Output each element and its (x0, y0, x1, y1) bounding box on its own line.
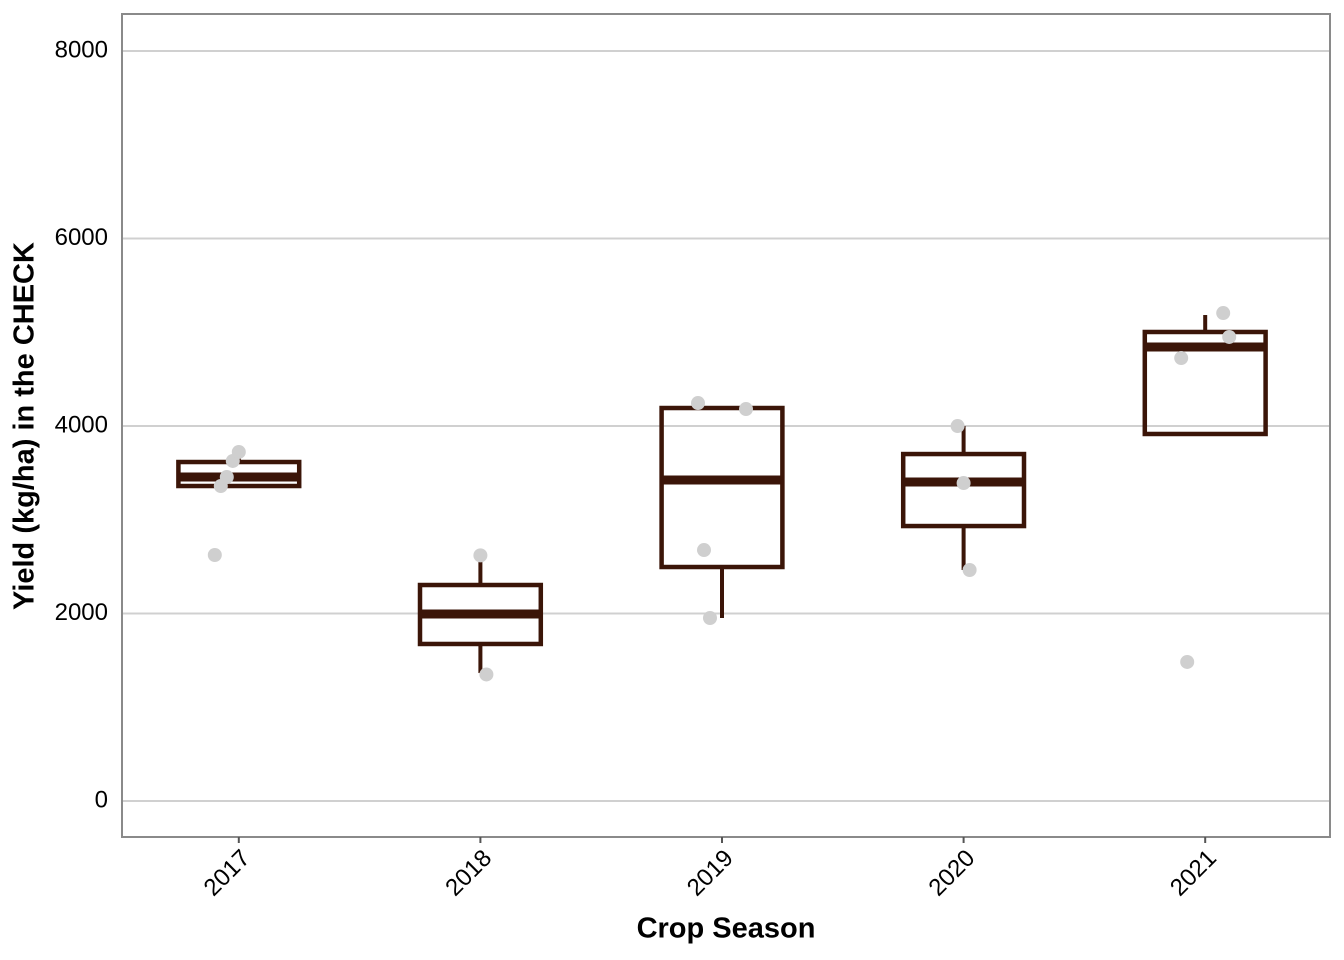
data-point (1180, 654, 1195, 669)
data-point (231, 444, 246, 459)
plot-border (121, 13, 1331, 838)
x-tick-label: 2017 (199, 845, 256, 902)
y-tick-label: 0 (95, 786, 108, 813)
x-tick-label: 2020 (923, 845, 980, 902)
data-point (962, 563, 977, 578)
y-tick-label: 6000 (55, 224, 108, 251)
data-point (1216, 306, 1231, 321)
data-point (1174, 351, 1189, 366)
data-point (473, 548, 488, 563)
data-point (219, 470, 234, 485)
x-tick-label: 2021 (1165, 845, 1222, 902)
y-tick-label: 4000 (55, 411, 108, 438)
y-tick-label: 8000 (55, 36, 108, 63)
data-point (703, 611, 717, 626)
data-point (956, 476, 971, 491)
x-axis-title: Crop Season (637, 913, 816, 945)
data-point (691, 396, 705, 411)
box (900, 451, 1027, 529)
data-point (697, 543, 711, 558)
data-point (207, 548, 222, 563)
data-point (739, 402, 753, 417)
data-point (950, 419, 965, 434)
box (1142, 329, 1268, 437)
data-point (479, 667, 494, 682)
data-point (1222, 329, 1237, 344)
y-tick-label: 2000 (55, 599, 108, 626)
x-tick-label: 2018 (440, 845, 497, 902)
box (659, 405, 785, 570)
y-axis-title: Yield (kg/ha) in the CHECK (9, 242, 41, 610)
x-tick-label: 2019 (682, 845, 739, 902)
